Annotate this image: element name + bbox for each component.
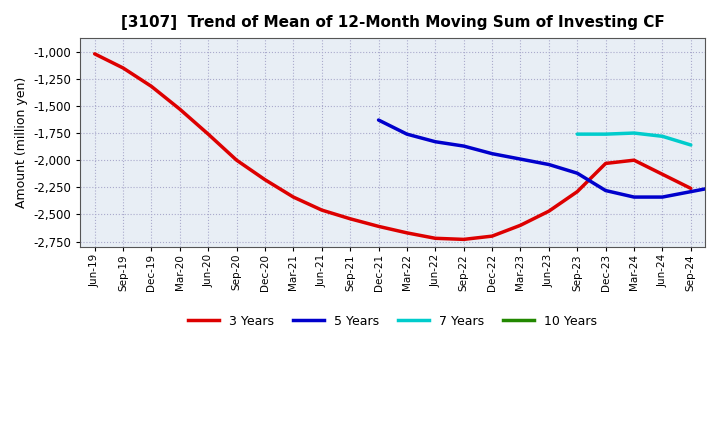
Legend: 3 Years, 5 Years, 7 Years, 10 Years: 3 Years, 5 Years, 7 Years, 10 Years bbox=[183, 310, 603, 333]
Y-axis label: Amount (million yen): Amount (million yen) bbox=[15, 77, 28, 208]
Title: [3107]  Trend of Mean of 12-Month Moving Sum of Investing CF: [3107] Trend of Mean of 12-Month Moving … bbox=[121, 15, 665, 30]
